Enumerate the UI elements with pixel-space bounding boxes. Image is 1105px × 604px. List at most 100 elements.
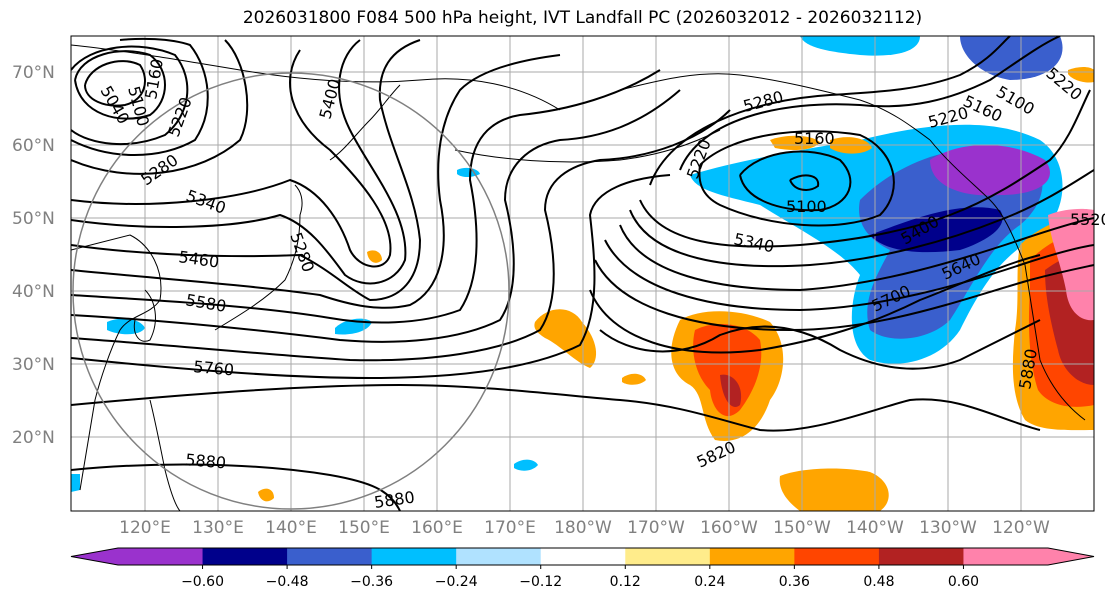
contour-5280-west — [71, 39, 249, 175]
coast-korea — [133, 289, 156, 342]
contour-5400-east — [639, 89, 1091, 248]
lon-label: 120°E — [119, 518, 171, 538]
lat-label: 60°N — [12, 136, 55, 156]
lon-label: 120°W — [992, 518, 1050, 538]
contour-5400-west — [71, 39, 407, 285]
contour-label: 5760 — [193, 357, 235, 379]
neg-anomaly-dark-gulf — [870, 207, 1003, 253]
colorbar-tick-label: 0.12 — [610, 574, 641, 590]
contour-label: 5160 — [794, 129, 835, 148]
contour-5580-east — [604, 239, 1094, 312]
contour-5220 — [71, 37, 209, 156]
colorbar-tick-label: 0.36 — [779, 574, 810, 590]
contour-5520 — [71, 54, 561, 309]
neg-anomaly-patch-4 — [457, 167, 480, 177]
pos-anomaly-south-blob — [779, 468, 889, 511]
colorbar-tick-label: −0.36 — [350, 574, 393, 590]
map-title: 2026031800 F084 500 hPa height, IVT Land… — [242, 8, 923, 28]
lon-label: 140°W — [846, 518, 904, 538]
contour-5100 — [74, 50, 166, 120]
contour-5280-east — [679, 36, 1061, 171]
lon-label: 130°E — [192, 518, 244, 538]
contour-5100-east — [789, 174, 820, 191]
colorbar-segment — [878, 548, 964, 565]
pos-anomaly-small-5 — [258, 488, 274, 502]
pos-anomaly-west-blob — [534, 309, 597, 368]
contour-5820 — [71, 383, 1041, 432]
lon-label: 160°E — [411, 518, 463, 538]
neg-anomaly-patch-1 — [107, 318, 145, 335]
lat-label: 30°N — [12, 355, 55, 375]
contour-5700-east — [589, 254, 1041, 354]
coast-taiwan-philippines — [149, 399, 181, 511]
pos-anomaly-small-1 — [622, 373, 646, 385]
contour-5760-east — [599, 319, 1041, 370]
map-frame — [70, 35, 1095, 512]
contour-5340-east — [649, 36, 1011, 186]
pos-anomaly-arctic-east — [1068, 67, 1094, 83]
colorbar-tick-label: 0.48 — [863, 574, 894, 590]
contour-5880 — [71, 463, 401, 511]
lon-label: 140°E — [265, 518, 317, 538]
colorbar-segment — [118, 548, 204, 565]
lon-label: 150°E — [338, 518, 390, 538]
pos-anomaly-central-pacific-red — [693, 324, 762, 417]
contour-label: 5520 — [1070, 210, 1105, 229]
pos-anomaly-small-3 — [770, 135, 820, 150]
contour-5520-east — [619, 217, 1094, 292]
coast-japan — [214, 184, 303, 331]
contour-5340-west — [71, 49, 392, 268]
colorbar-extend-min — [71, 548, 118, 565]
radius-ring — [72, 72, 510, 510]
pos-anomaly-central-pacific-core — [720, 374, 742, 407]
pos-anomaly-west-coast-pink — [1048, 208, 1094, 321]
lon-label: 130°W — [919, 518, 977, 538]
colorbar-outline — [70, 547, 1095, 566]
contour-5460 — [71, 39, 422, 302]
colorbar-segment — [963, 548, 1049, 565]
colorbar-segment — [540, 548, 626, 565]
lat-label: 50°N — [12, 209, 55, 229]
contour-5040 — [84, 60, 146, 107]
colorbar-segment — [625, 548, 711, 565]
lon-label: 180°W — [554, 518, 612, 538]
neg-anomaly-strongest-gulf — [930, 145, 1050, 196]
lat-label: 40°N — [12, 282, 55, 302]
coast-asia-east — [71, 234, 162, 491]
lon-label: 170°W — [627, 518, 685, 538]
colorbar-segment — [794, 548, 880, 565]
colorbar-segment — [709, 548, 795, 565]
coast-alaska — [619, 73, 931, 141]
lon-label: 150°W — [773, 518, 831, 538]
colorbar-tick-label: 0.60 — [948, 574, 979, 590]
contour-5580 — [71, 69, 661, 324]
neg-anomaly-arctic-east — [960, 36, 1063, 80]
contour-label: 5880 — [185, 450, 227, 472]
colorbar-tick-label: 0.24 — [694, 574, 725, 590]
neg-anomaly-arctic — [800, 36, 920, 56]
lon-label: 160°W — [700, 518, 758, 538]
lon-label: 170°E — [484, 518, 536, 538]
coast-north-america — [929, 139, 1086, 421]
colorbar-tick-label: −0.24 — [435, 574, 478, 590]
colorbar-segment — [456, 548, 542, 565]
colorbar-segment — [202, 548, 288, 565]
colorbar-tick-label: −0.12 — [519, 574, 562, 590]
colorbar-extend-max — [1048, 548, 1094, 565]
contour-5220-east — [698, 130, 895, 227]
contour-5460-east — [629, 169, 1094, 268]
colorbar: −0.60 −0.48 −0.36 −0.24 −0.12 0.12 0.24 0.36 0.4… — [70, 547, 1095, 590]
lat-label: 20°N — [12, 428, 55, 448]
pos-anomaly-small-2 — [367, 250, 382, 263]
coast-aleutians — [454, 129, 721, 163]
contour-5760 — [71, 174, 671, 380]
contour-5700-west — [71, 109, 731, 362]
longitude-labels: 120°E 130°E 140°E 150°E 160°E 170°E 180°… — [119, 518, 1050, 538]
lat-label: 70°N — [12, 63, 55, 83]
colorbar-segment — [371, 548, 457, 565]
ivt-shading — [71, 36, 1094, 511]
colorbar-tick-label: −0.60 — [181, 574, 224, 590]
neg-anomaly-patch-3 — [514, 459, 538, 471]
colorbar-tick-label: −0.48 — [266, 574, 309, 590]
